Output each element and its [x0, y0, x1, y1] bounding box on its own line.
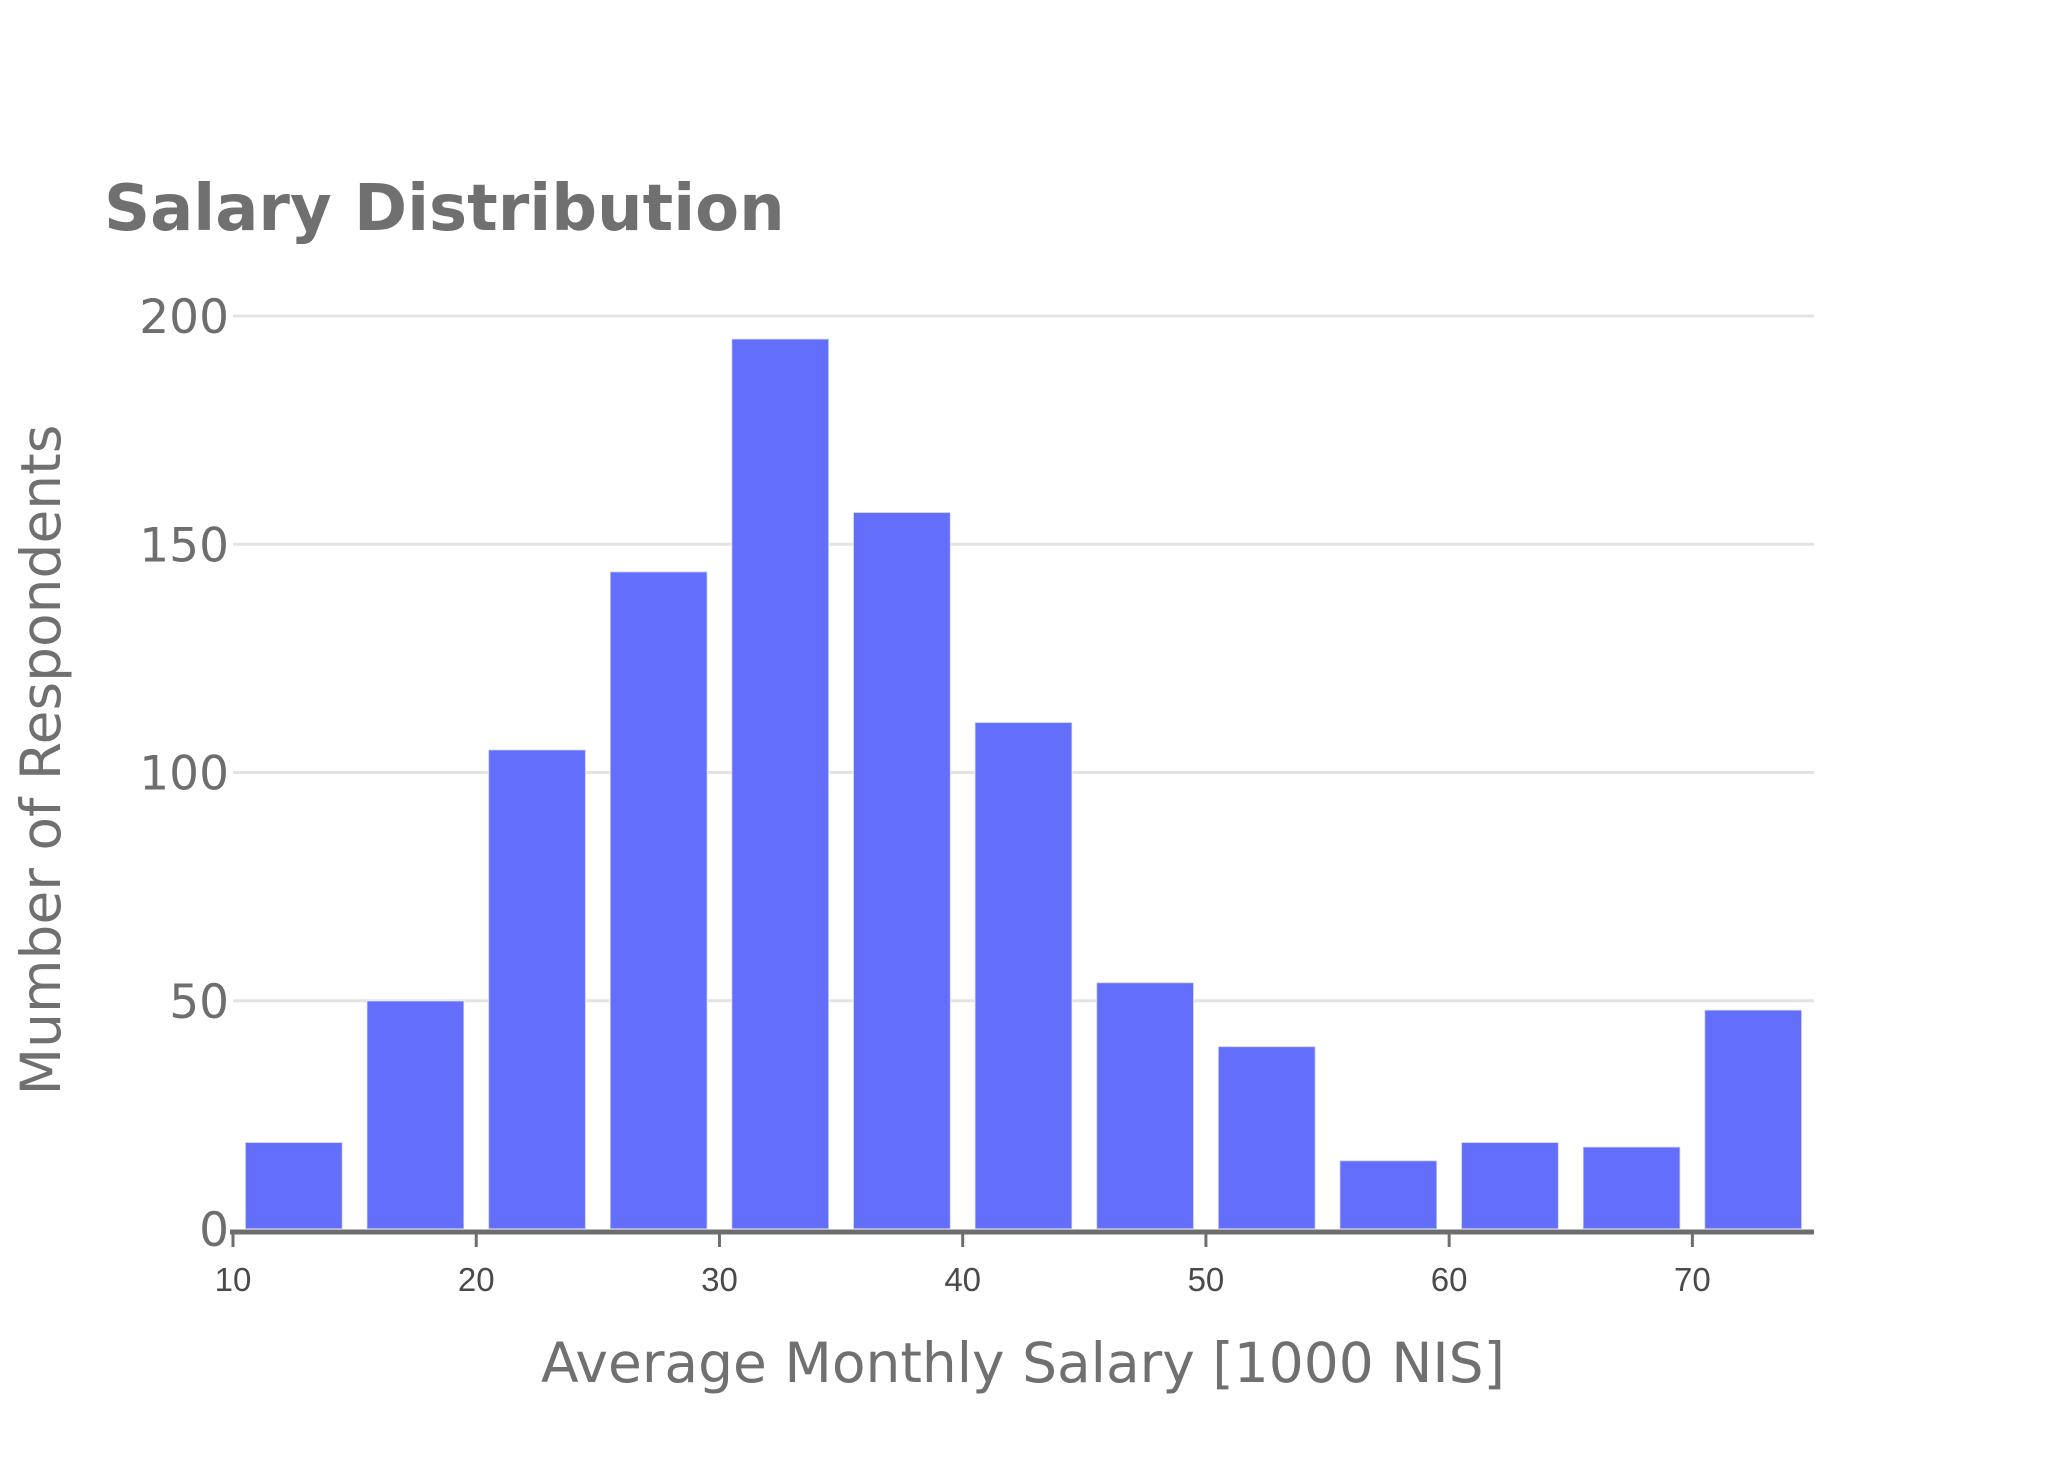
chart-title: Salary Distribution: [104, 172, 785, 246]
x-axis-title: Average Monthly Salary [1000 NIS]: [541, 1331, 1505, 1395]
y-axis-ticks: 0 50 100 150 200: [139, 290, 229, 1258]
histogram-bar: [244, 1141, 344, 1230]
histogram-bar: [1460, 1141, 1560, 1230]
histogram-bar: [1582, 1146, 1681, 1230]
y-tick-label: 100: [139, 747, 229, 802]
y-tick-label: 50: [169, 975, 229, 1030]
x-tick-label: 30: [701, 1261, 738, 1298]
histogram-bar: [1338, 1159, 1438, 1230]
y-tick-label: 200: [139, 290, 229, 345]
histogram-bar: [1217, 1045, 1317, 1230]
histogram-bar: [609, 570, 709, 1230]
x-tick-label: 40: [944, 1261, 981, 1298]
histogram-bar: [366, 1000, 465, 1230]
x-axis-ticks: 10 20 30 40 50 60 70: [215, 1234, 1711, 1298]
histogram-bar: [1703, 1009, 1803, 1230]
histogram-bar: [1095, 981, 1195, 1230]
x-tick-label: 60: [1431, 1261, 1468, 1298]
histogram-bar: [487, 748, 587, 1230]
x-tick-label: 10: [215, 1261, 252, 1298]
y-tick-label: 150: [139, 518, 229, 573]
histogram-bar: [974, 721, 1073, 1230]
x-tick-label: 50: [1188, 1261, 1225, 1298]
x-tick-label: 70: [1674, 1261, 1711, 1298]
histogram-bar: [852, 511, 952, 1230]
y-tick-label: 0: [199, 1203, 229, 1258]
histogram-bar: [730, 338, 830, 1230]
bars: [244, 338, 1803, 1230]
x-tick-label: 20: [458, 1261, 495, 1298]
y-axis-title: Mumber of Respondents: [9, 425, 73, 1096]
